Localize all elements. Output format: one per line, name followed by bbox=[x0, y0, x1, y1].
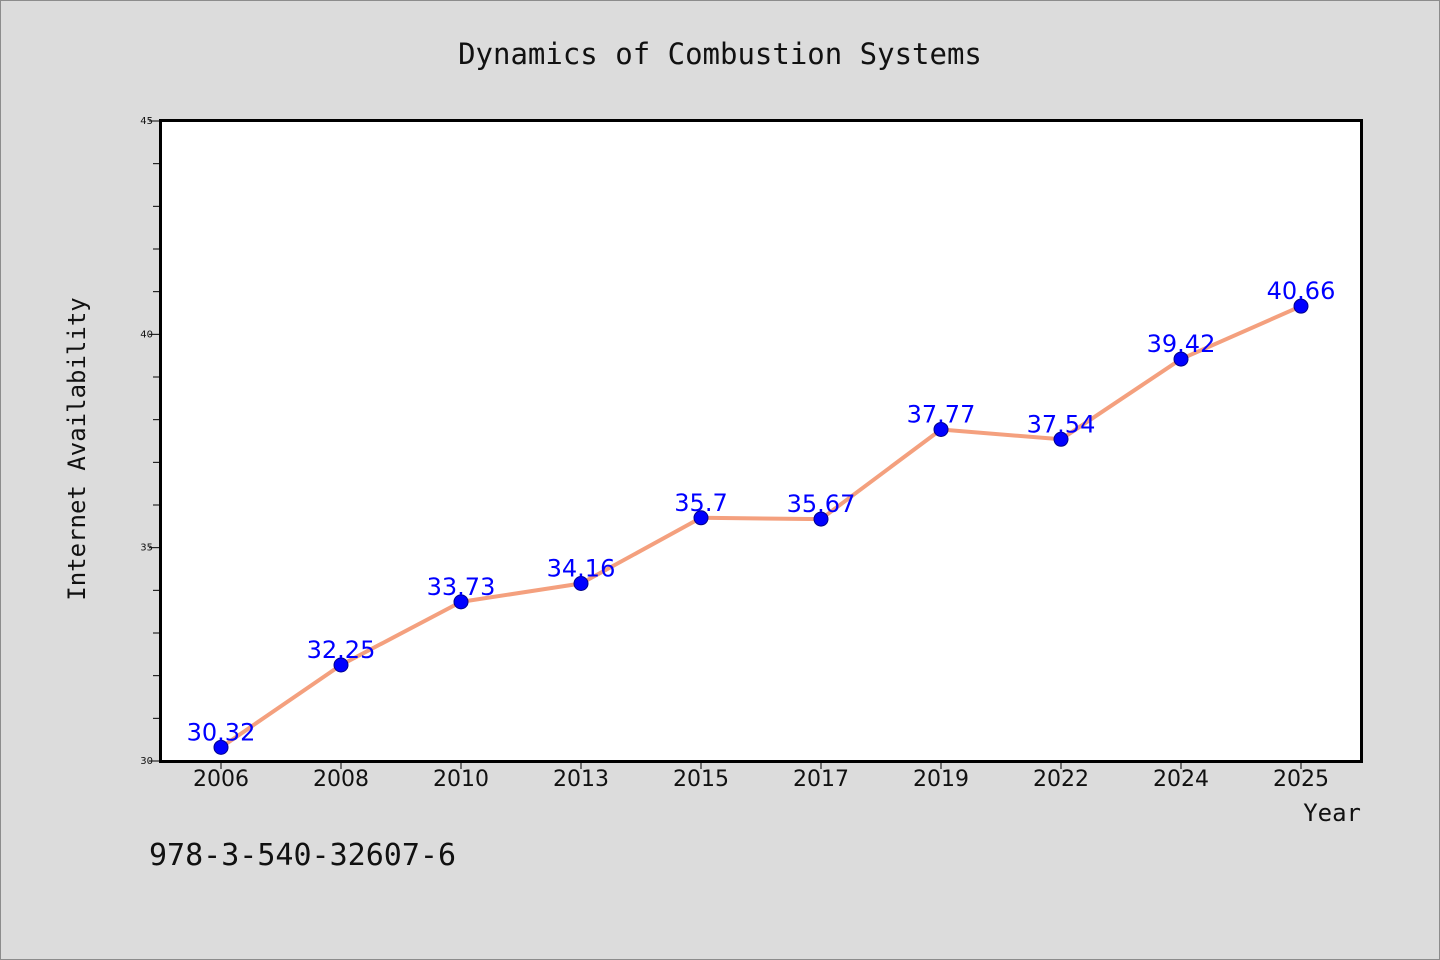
data-label: 39.42 bbox=[1147, 330, 1216, 358]
x-tick-label: 2025 bbox=[1273, 767, 1329, 792]
data-label: 30.32 bbox=[187, 718, 256, 746]
series-line bbox=[219, 304, 1303, 750]
data-point-marker bbox=[573, 576, 589, 592]
y-axis-label: Internet Availability bbox=[63, 297, 91, 600]
data-point-marker bbox=[1293, 298, 1309, 314]
x-tick-label: 2006 bbox=[193, 767, 249, 792]
data-label: 32.25 bbox=[307, 636, 376, 664]
x-axis-label: Year bbox=[1303, 799, 1361, 827]
data-point-marker bbox=[693, 510, 709, 526]
x-tick-label: 2019 bbox=[913, 767, 969, 792]
x-tick-label: 2017 bbox=[793, 767, 849, 792]
data-point-marker bbox=[333, 657, 349, 673]
data-label: 37.54 bbox=[1027, 410, 1096, 438]
data-label: 33.73 bbox=[427, 573, 496, 601]
y-tick-label: 40 bbox=[140, 329, 153, 340]
y-tick-label: 30 bbox=[140, 756, 153, 767]
data-label: 40.66 bbox=[1267, 277, 1336, 305]
data-label: 35.7 bbox=[674, 489, 727, 517]
data-point-marker bbox=[813, 511, 829, 527]
isbn-text: 978-3-540-32607-6 bbox=[149, 838, 456, 873]
data-label: 34.16 bbox=[547, 555, 616, 583]
y-axis: 30 35 40 45 bbox=[140, 116, 161, 767]
x-tick-label: 2015 bbox=[673, 767, 729, 792]
data-point-marker bbox=[933, 421, 949, 437]
data-point-marker bbox=[1173, 351, 1189, 367]
x-axis: 2006 2008 2010 2013 2015 2017 2019 2022 2024 2025 bbox=[193, 761, 1329, 792]
series-line-group bbox=[213, 298, 1309, 755]
y-tick-label: 45 bbox=[140, 116, 153, 127]
data-point-marker bbox=[213, 739, 229, 755]
data-point-marker bbox=[1053, 431, 1069, 447]
data-label: 35.67 bbox=[787, 490, 856, 518]
x-tick-label: 2022 bbox=[1033, 767, 1089, 792]
y-tick-label: 35 bbox=[140, 543, 153, 554]
data-point-marker bbox=[453, 594, 469, 610]
data-labels-group: 30.32 32.25 33.73 34.16 35.7 35.67 37.77 37.54 3… bbox=[187, 277, 1336, 746]
x-tick-label: 2024 bbox=[1153, 767, 1209, 792]
x-tick-label: 2008 bbox=[313, 767, 369, 792]
data-label: 37.77 bbox=[907, 400, 976, 428]
x-tick-label: 2010 bbox=[433, 767, 489, 792]
chart-title: Dynamics of Combustion Systems bbox=[458, 37, 982, 71]
x-tick-label: 2013 bbox=[553, 767, 609, 792]
